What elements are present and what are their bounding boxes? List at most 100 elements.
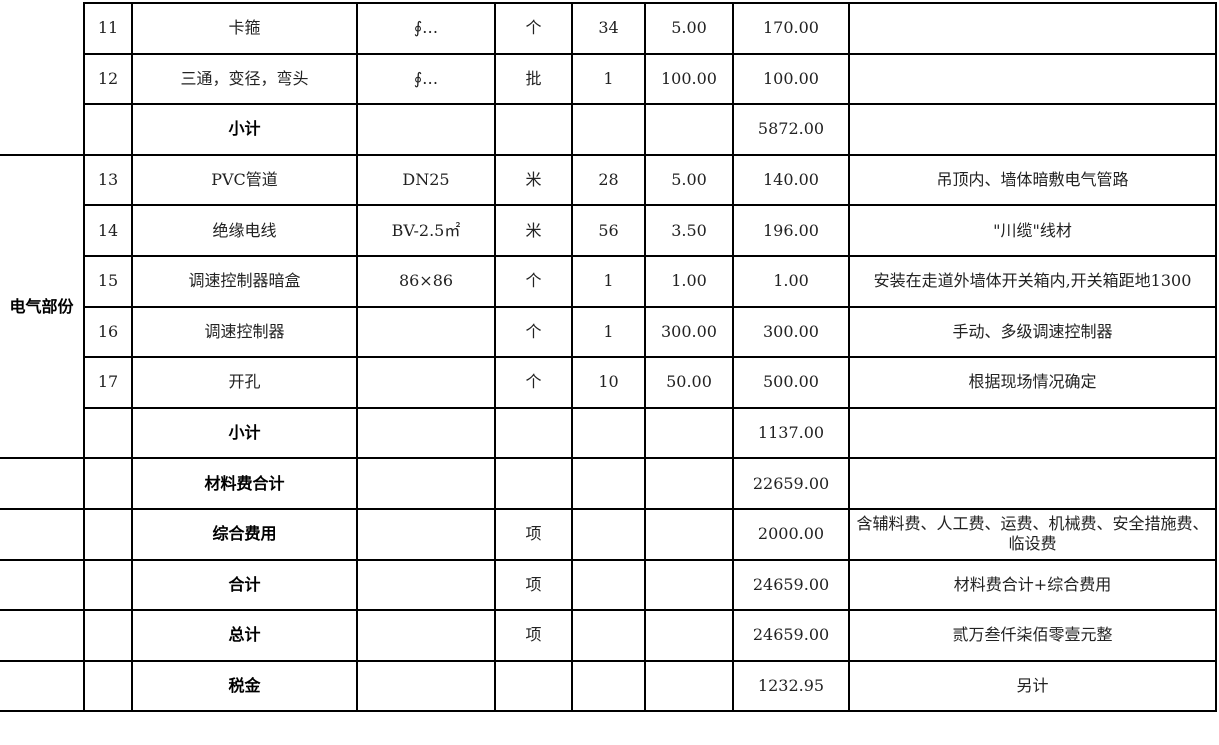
cell-spec: BV-2.5㎡ <box>356 204 496 257</box>
table-row: 12 三通，变径，弯头 ∮… 批 1 100.00 100.00 <box>0 52 1217 106</box>
cell-qty: 28 <box>571 153 646 207</box>
cell-name: 卡箍 <box>131 2 358 55</box>
cell-price: 1.00 <box>644 254 734 308</box>
cell-amount: 24659.00 <box>732 558 850 612</box>
cell-unit <box>494 659 573 713</box>
cell-qty: 1 <box>571 305 646 359</box>
cell-unit: 个 <box>494 254 573 308</box>
cell-qty: 34 <box>571 2 646 55</box>
cell-no: 12 <box>83 52 133 106</box>
cell-remark <box>848 52 1217 106</box>
subtotal-row: 小计 5872.00 <box>0 103 1217 156</box>
total-row: 合计 项 24659.00 材料费合计+综合费用 <box>0 558 1217 612</box>
cell-unit: 项 <box>494 609 573 662</box>
cell-spec <box>356 406 496 460</box>
cell-unit: 个 <box>494 2 573 55</box>
cell-qty <box>571 609 646 662</box>
cell-remark <box>848 2 1217 55</box>
subtotal-row: 小计 1137.00 <box>0 406 1217 460</box>
cell-qty <box>571 406 646 460</box>
cell-qty: 10 <box>571 356 646 409</box>
cell-amount: 22659.00 <box>732 457 850 510</box>
quotation-table: 11 卡箍 ∮… 个 34 5.00 170.00 12 三通，变径，弯头 ∮… 批 1 100.00 1… <box>0 2 1217 713</box>
cell-remark: 根据现场情况确定 <box>848 356 1217 409</box>
cell-name: 调速控制器 <box>131 305 358 359</box>
cell-remark <box>848 103 1217 156</box>
cell-no: 15 <box>83 254 133 308</box>
cell-remark: 手动、多级调速控制器 <box>848 305 1217 359</box>
cell-empty <box>0 609 85 662</box>
cell-amount: 196.00 <box>732 204 850 257</box>
cell-remark: 吊顶内、墙体暗敷电气管路 <box>848 153 1217 207</box>
cell-unit: 个 <box>494 356 573 409</box>
cell-price <box>644 558 734 612</box>
total-row: 总计 项 24659.00 贰万叁仟柒佰零壹元整 <box>0 609 1217 662</box>
cell-unit <box>494 457 573 510</box>
cell-remark: 另计 <box>848 659 1217 713</box>
cell-remark: 材料费合计+综合费用 <box>848 558 1217 612</box>
cell-no <box>83 507 133 561</box>
cell-price: 5.00 <box>644 153 734 207</box>
cell-spec <box>356 103 496 156</box>
cell-price <box>644 103 734 156</box>
cell-remark <box>848 406 1217 460</box>
cell-qty <box>571 558 646 612</box>
table-row: 16 调速控制器个 1 300.00 300.00 手动、多级调速控制器 <box>0 305 1217 359</box>
cell-qty <box>571 507 646 561</box>
cell-amount: 2000.00 <box>732 507 850 561</box>
cell-amount: 140.00 <box>732 153 850 207</box>
cell-unit: 项 <box>494 507 573 561</box>
cell-no <box>83 406 133 460</box>
cell-amount: 100.00 <box>732 52 850 106</box>
cell-no <box>83 103 133 156</box>
cell-empty <box>0 558 85 612</box>
cell-name: 开孔 <box>131 356 358 409</box>
cell-qty: 1 <box>571 254 646 308</box>
cell-no <box>83 609 133 662</box>
cell-spec <box>356 609 496 662</box>
cell-no: 14 <box>83 204 133 257</box>
total-row: 综合费用 项 2000.00 含辅料费、人工费、运费、机械费、安全措施费、临设费 <box>0 507 1217 561</box>
section-label <box>0 3 85 156</box>
cell-remark: 含辅料费、人工费、运费、机械费、安全措施费、临设费 <box>848 507 1217 561</box>
cell-no: 13 <box>83 153 133 207</box>
cell-name: 三通，变径，弯头 <box>131 52 358 106</box>
cell-amount: 1232.95 <box>732 659 850 713</box>
cell-unit <box>494 406 573 460</box>
cell-amount: 1137.00 <box>732 406 850 460</box>
total-row: 税金 1232.95 另计 <box>0 659 1217 713</box>
cell-name: 总计 <box>131 609 358 662</box>
cell-amount: 5872.00 <box>732 103 850 156</box>
cell-spec <box>356 558 496 612</box>
cell-spec <box>356 305 496 359</box>
cell-qty <box>571 457 646 510</box>
cell-spec <box>356 356 496 409</box>
cell-amount: 170.00 <box>732 2 850 55</box>
cell-spec: DN25 <box>356 153 496 207</box>
total-row: 材料费合计 22659.00 <box>0 457 1217 510</box>
cell-name: 材料费合计 <box>131 457 358 510</box>
cell-name: 调速控制器暗盒 <box>131 254 358 308</box>
cell-unit: 个 <box>494 305 573 359</box>
cell-price: 300.00 <box>644 305 734 359</box>
cell-amount: 500.00 <box>732 356 850 409</box>
cell-spec: ∮… <box>356 2 496 55</box>
cell-price <box>644 659 734 713</box>
cell-no: 17 <box>83 356 133 409</box>
cell-amount: 300.00 <box>732 305 850 359</box>
cell-unit: 项 <box>494 558 573 612</box>
cell-name: 绝缘电线 <box>131 204 358 257</box>
table-row: 15 调速控制器暗盒 86×86 个 1 1.00 1.00 安装在走道外墙体开关箱内,开关箱… <box>0 254 1217 308</box>
cell-unit: 米 <box>494 204 573 257</box>
cell-price <box>644 507 734 561</box>
cell-qty: 1 <box>571 52 646 106</box>
cell-price: 100.00 <box>644 52 734 106</box>
cell-empty <box>0 457 85 510</box>
cell-spec: 86×86 <box>356 254 496 308</box>
cell-no <box>83 457 133 510</box>
cell-unit <box>494 103 573 156</box>
cell-spec <box>356 507 496 561</box>
cell-price <box>644 457 734 510</box>
cell-spec <box>356 659 496 713</box>
section-label: 电气部份 <box>0 153 85 460</box>
